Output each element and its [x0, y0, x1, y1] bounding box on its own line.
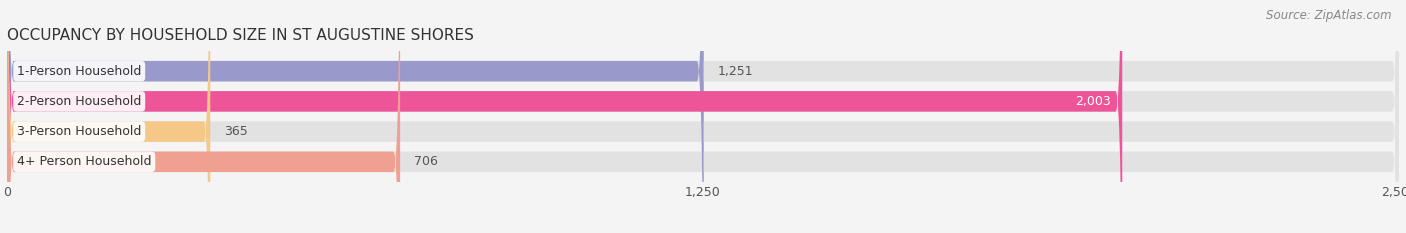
Text: 2,003: 2,003: [1076, 95, 1111, 108]
FancyBboxPatch shape: [7, 0, 1122, 233]
Text: 1-Person Household: 1-Person Household: [17, 65, 142, 78]
Text: 4+ Person Household: 4+ Person Household: [17, 155, 152, 168]
FancyBboxPatch shape: [7, 0, 401, 233]
Text: OCCUPANCY BY HOUSEHOLD SIZE IN ST AUGUSTINE SHORES: OCCUPANCY BY HOUSEHOLD SIZE IN ST AUGUST…: [7, 28, 474, 43]
FancyBboxPatch shape: [7, 0, 1399, 233]
Text: 365: 365: [224, 125, 247, 138]
FancyBboxPatch shape: [7, 0, 1399, 233]
FancyBboxPatch shape: [7, 0, 1399, 233]
FancyBboxPatch shape: [7, 0, 1399, 233]
Text: 1,251: 1,251: [717, 65, 754, 78]
FancyBboxPatch shape: [7, 0, 211, 233]
Text: 706: 706: [413, 155, 437, 168]
Text: 3-Person Household: 3-Person Household: [17, 125, 142, 138]
Text: 2-Person Household: 2-Person Household: [17, 95, 142, 108]
FancyBboxPatch shape: [7, 0, 703, 233]
Text: Source: ZipAtlas.com: Source: ZipAtlas.com: [1267, 9, 1392, 22]
